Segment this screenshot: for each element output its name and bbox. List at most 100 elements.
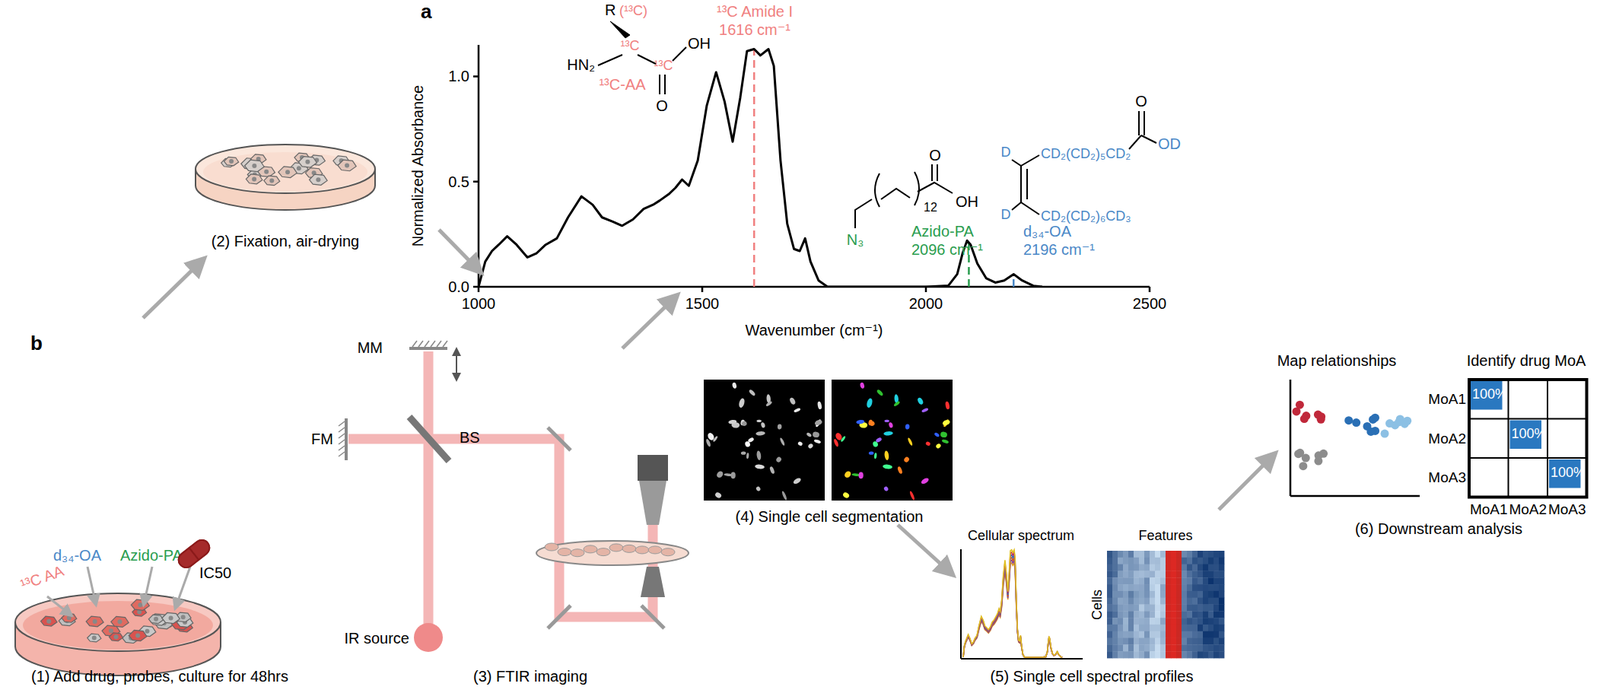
heatmap-cell <box>1208 617 1214 625</box>
matrix-grid <box>1546 379 1549 498</box>
probe-label: d₃₄-OA <box>53 547 102 564</box>
y-axis-line <box>477 44 481 287</box>
moa-col-label: MoA3 <box>1548 501 1587 518</box>
atom-label: ¹³C <box>620 38 640 54</box>
heatmap-cell <box>1106 604 1113 612</box>
heatmap-cell <box>1160 591 1166 599</box>
sample-cell <box>661 548 675 557</box>
heatmap-cell <box>1112 610 1118 618</box>
cell-nucleus <box>66 615 72 621</box>
heatmap-cell <box>1112 570 1118 578</box>
heatmap-cell <box>1128 577 1134 585</box>
line <box>1021 155 1040 166</box>
heatmap-cell <box>1117 617 1123 625</box>
cell-mask <box>834 432 843 442</box>
panel-label: b <box>30 331 43 355</box>
heatmap-cell <box>1128 591 1134 599</box>
cell-icon <box>245 174 262 185</box>
heatmap-cell <box>1160 644 1166 652</box>
line <box>1143 111 1146 136</box>
mini-title: Cellular spectrum <box>967 528 1075 544</box>
heatmap-cell <box>1181 550 1187 558</box>
x-axis-line <box>478 286 1150 289</box>
heatmap-cell <box>1170 570 1177 578</box>
mini-spectrum <box>963 557 1063 658</box>
annotation-text: ¹³C Amide I <box>716 3 793 20</box>
cell-nucleus <box>108 628 114 634</box>
heatmap-cell <box>1197 577 1203 585</box>
cell-blob <box>797 441 803 447</box>
heatmap-cell <box>1197 598 1203 605</box>
heatmap-cell <box>1192 604 1198 612</box>
sample-cell <box>609 543 624 552</box>
heatmap-cell <box>1202 644 1209 652</box>
heatmap-cell <box>1106 598 1113 605</box>
heatmap-cell <box>1149 557 1155 565</box>
cell-blob <box>817 400 823 410</box>
heatmap-cell <box>1160 564 1166 572</box>
heatmap-cell <box>1117 610 1123 618</box>
heatmap-cell <box>1133 550 1139 558</box>
condenser <box>640 566 665 598</box>
heatmap-cell <box>1149 631 1155 639</box>
heatmap-cell <box>1138 610 1145 618</box>
mirror-hatch <box>338 439 345 445</box>
heatmap-cell <box>1213 638 1219 646</box>
heatmap-cell <box>1112 624 1118 632</box>
cell-mask <box>905 423 910 430</box>
heatmap-cell <box>1149 577 1155 585</box>
embed-point <box>1380 429 1390 439</box>
heatmap-cell <box>1181 591 1187 599</box>
cell-nucleus <box>153 617 159 622</box>
cell-mask <box>909 490 916 501</box>
moa-cell-label: 100% <box>1511 426 1547 442</box>
drug-pill <box>175 537 214 571</box>
cell-mask <box>888 422 894 429</box>
heatmap-cell <box>1186 644 1193 652</box>
cell-blob <box>747 436 754 443</box>
heatmap-cell <box>1138 570 1145 578</box>
heatmap-cell <box>1160 584 1166 592</box>
heatmap-cell <box>1117 631 1123 639</box>
step-label: (1) Add drug, probes, culture for 48hrs <box>31 667 289 685</box>
heatmap-cell <box>1160 610 1166 618</box>
embed-point <box>1385 419 1394 428</box>
sample-cell <box>596 548 611 557</box>
heatmap-cell <box>1197 564 1203 572</box>
heatmap-cell <box>1106 584 1113 592</box>
optics-label: MM <box>357 339 383 357</box>
heatmap-cell <box>1106 651 1113 659</box>
heatmap-cell <box>1218 644 1225 652</box>
heatmap-cell <box>1112 638 1118 646</box>
fixed-mirror <box>344 418 348 461</box>
heatmap-cell <box>1112 651 1118 659</box>
heatmap-cell <box>1170 631 1177 639</box>
heatmap-cell <box>1138 577 1145 585</box>
heatmap-cell <box>1160 617 1166 625</box>
heatmap-cell <box>1138 564 1145 572</box>
ir-beam <box>423 351 434 624</box>
heatmap-cell <box>1213 591 1219 599</box>
x-tick <box>1148 286 1152 293</box>
heatmap-cell <box>1208 550 1214 558</box>
heatmap-cell <box>1133 617 1139 625</box>
heatmap-cell <box>1122 624 1129 632</box>
sample-dish <box>536 540 689 566</box>
heatmap-cell <box>1144 624 1150 632</box>
bracket <box>874 173 880 207</box>
mirror-hatch <box>430 340 436 347</box>
heatmap-cell <box>1122 550 1129 558</box>
heatmap-cell <box>1117 550 1123 558</box>
cell-mask <box>884 419 890 424</box>
heatmap-cell <box>1133 651 1139 659</box>
heatmap-cell <box>1186 550 1193 558</box>
mini-spectrum <box>963 550 1063 658</box>
cell-icon <box>278 166 297 179</box>
heatmap-cell <box>1176 651 1182 659</box>
heatmap-cell <box>1213 604 1219 612</box>
heatmap-cell <box>1133 610 1139 618</box>
heatmap-cell <box>1154 651 1161 659</box>
dish-top <box>195 144 376 194</box>
cell-mask <box>921 407 929 414</box>
heatmap-cell <box>1144 550 1150 558</box>
